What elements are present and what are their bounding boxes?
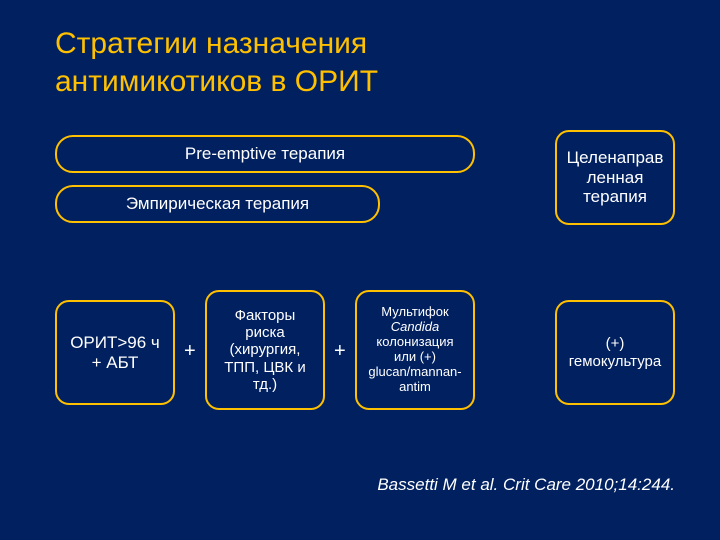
multi-l3: колонизация (376, 334, 453, 349)
title-line-1: Стратегии назначения (55, 27, 367, 60)
title-line-2: антимикотиков в ОРИТ (55, 65, 378, 98)
plus-connector-2: + (334, 340, 346, 363)
multi-l2: Candida (391, 319, 439, 334)
orit-l2: + АБТ (92, 353, 139, 372)
multi-l6: antim (399, 379, 431, 394)
plus-connector-1: + (184, 340, 196, 363)
box-orit: ОРИТ>96 ч + АБТ (55, 300, 175, 405)
risk-l1: Факторы (235, 307, 296, 324)
targeted-l1: Целенаправ (567, 148, 664, 167)
preemptive-label: Pre-emptive терапия (185, 144, 345, 164)
targeted-l2: ленная (587, 168, 644, 187)
box-targeted-therapy: Целенаправ ленная терапия (555, 130, 675, 225)
box-hemoculture: (+) гемокультура (555, 300, 675, 405)
box-preemptive-therapy: Pre-emptive терапия (55, 135, 475, 173)
risk-l3: (хирургия, (230, 341, 301, 358)
risk-l2: риска (245, 324, 284, 341)
multi-l4: или (+) (394, 349, 436, 364)
box-empiric-therapy: Эмпирическая терапия (55, 185, 380, 223)
risk-l5: тд.) (253, 376, 277, 393)
citation: Bassetti M et al. Crit Care 2010;14:244. (377, 475, 675, 495)
slide: Стратегии назначения антимикотиков в ОРИ… (0, 0, 720, 540)
empiric-label: Эмпирическая терапия (126, 194, 309, 214)
orit-l1: ОРИТ>96 ч (70, 333, 160, 352)
slide-title: Стратегии назначения антимикотиков в ОРИ… (55, 25, 615, 100)
hemo-l1: (+) (606, 335, 625, 352)
box-multifocal: Мультифок Candida колонизация или (+) gl… (355, 290, 475, 410)
targeted-l3: терапия (583, 187, 647, 206)
risk-l4: ТПП, ЦВК и (224, 359, 305, 376)
multi-l1: Мультифок (381, 304, 448, 319)
hemo-l2: гемокультура (569, 353, 662, 370)
multi-l5: glucan/mannan- (368, 364, 461, 379)
box-risk-factors: Факторы риска (хирургия, ТПП, ЦВК и тд.) (205, 290, 325, 410)
